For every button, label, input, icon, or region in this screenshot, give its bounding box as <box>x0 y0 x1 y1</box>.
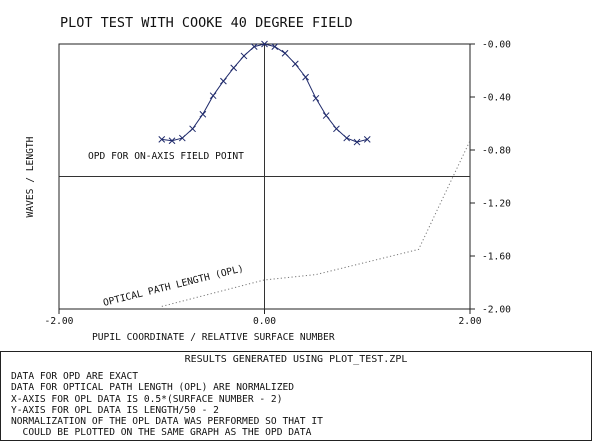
opd-data-point <box>158 136 166 143</box>
opd-data-point <box>199 110 207 118</box>
opd-data-point <box>250 43 258 51</box>
note-line: Y-AXIS FOR OPL DATA IS LENGTH/50 - 2 <box>11 404 219 416</box>
y-tick-group: -0.00 -0.40 -0.80 -1.20 -1.60 -2.00 <box>470 40 511 316</box>
marker-stroke <box>230 64 238 72</box>
notes-panel: DATA FOR OPD ARE EXACT DATA FOR OPTICAL … <box>0 367 592 441</box>
opd-data-point <box>312 94 320 102</box>
note-line: DATA FOR OPTICAL PATH LENGTH (OPL) ARE N… <box>11 382 295 394</box>
marker-stroke <box>189 125 196 133</box>
marker-stroke <box>199 110 207 118</box>
opl-series-line <box>161 140 471 307</box>
marker-stroke <box>302 73 309 81</box>
series-group <box>158 40 471 307</box>
opd-data-point <box>363 136 371 143</box>
opd-data-point <box>178 134 186 142</box>
note-line: COULD BE PLOTTED ON THE SAME GRAPH AS TH… <box>11 427 312 439</box>
marker-stroke <box>353 138 361 146</box>
y-tick-label: -2.00 <box>482 305 511 316</box>
opd-data-point <box>271 43 279 51</box>
opd-data-point <box>209 92 217 100</box>
opd-data-point <box>240 52 248 60</box>
y-axis-label: WAVES / LENGTH <box>25 136 36 217</box>
marker-stroke <box>343 134 351 142</box>
y-tick-label: -1.60 <box>482 252 511 263</box>
series-label-opl: OPTICAL PATH LENGTH (OPL) <box>102 263 245 309</box>
opd-data-point <box>189 125 196 133</box>
marker-stroke <box>271 43 279 51</box>
y-tick-label: -0.80 <box>482 146 511 157</box>
opd-data-point <box>168 137 176 145</box>
marker-stroke <box>333 125 340 133</box>
marker-stroke <box>261 40 268 48</box>
reference-lines <box>59 44 470 309</box>
opd-data-point <box>343 134 351 142</box>
opd-data-point <box>302 73 309 81</box>
opd-data-point <box>353 138 361 146</box>
marker-stroke <box>220 77 227 85</box>
results-text: RESULTS GENERATED USING PLOT_TEST.ZPL <box>184 354 408 365</box>
opd-data-point <box>322 112 330 119</box>
note-line: NORMALIZATION OF THE OPL DATA WAS PERFOR… <box>11 416 323 428</box>
series-label-opd: OPD FOR ON-AXIS FIELD POINT <box>88 151 244 162</box>
y-tick-label: -1.20 <box>482 199 511 210</box>
marker-stroke <box>312 94 320 102</box>
x-tick-label: -2.00 <box>45 316 74 327</box>
marker-stroke <box>240 52 248 60</box>
marker-stroke <box>158 136 166 143</box>
opd-data-point <box>261 40 268 48</box>
marker-stroke <box>168 137 176 145</box>
marker-stroke <box>363 136 371 143</box>
chart-title: PLOT TEST WITH COOKE 40 DEGREE FIELD <box>60 15 353 31</box>
plot-area: PLOT TEST WITH COOKE 40 DEGREE FIELD -2.… <box>25 15 511 343</box>
y-tick-label: -0.00 <box>482 40 511 51</box>
opd-data-point <box>281 49 289 57</box>
note-line: DATA FOR OPD ARE EXACT <box>11 371 139 382</box>
marker-stroke <box>209 92 217 100</box>
marker-stroke <box>178 134 186 142</box>
x-tick-label: 2.00 <box>458 316 481 327</box>
opd-data-point <box>230 64 238 72</box>
opd-data-point <box>333 125 340 133</box>
opd-data-point <box>291 60 299 68</box>
y-tick-label: -0.40 <box>482 93 511 104</box>
opd-data-point <box>220 77 227 85</box>
note-line: X-AXIS FOR OPL DATA IS 0.5*(SURFACE NUMB… <box>11 393 283 405</box>
x-axis-label: PUPIL COORDINATE / RELATIVE SURFACE NUMB… <box>92 332 335 343</box>
marker-stroke <box>291 60 299 68</box>
marker-stroke <box>322 112 330 119</box>
marker-stroke <box>250 43 258 51</box>
x-tick-group: -2.00 0.00 2.00 <box>45 309 482 327</box>
marker-stroke <box>281 49 289 57</box>
x-tick-label: 0.00 <box>253 316 276 327</box>
